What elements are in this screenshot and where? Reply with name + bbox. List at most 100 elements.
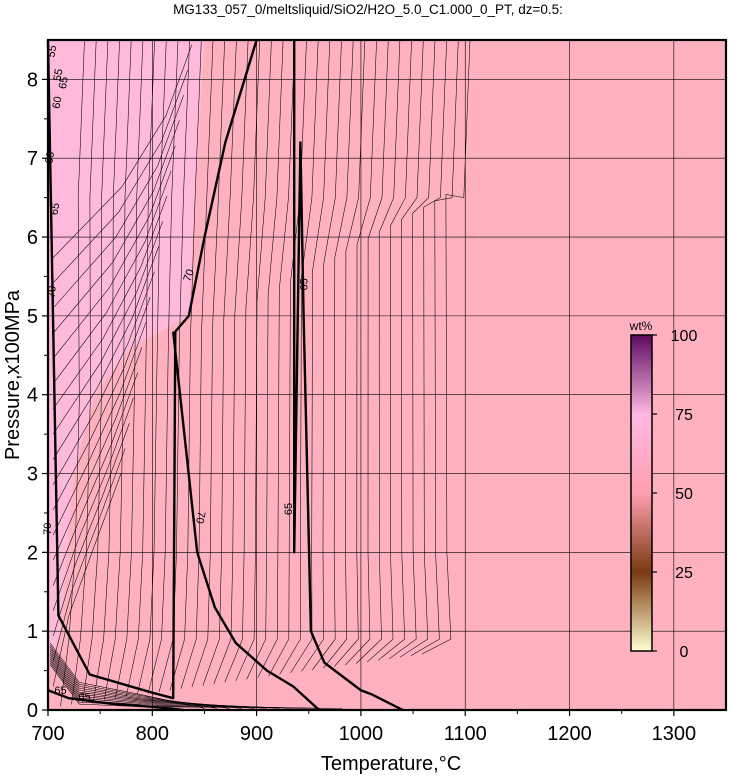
minor-contour-line bbox=[125, 39, 155, 697]
x-axis: 700 800 900 1000 1100 1200 1300 bbox=[31, 710, 696, 745]
x-tick-label: 800 bbox=[136, 723, 169, 745]
minor-contour-line bbox=[49, 664, 343, 709]
minor-contour-line bbox=[410, 39, 459, 656]
y-tick-label: 8 bbox=[27, 69, 38, 91]
colorbar-gradient bbox=[630, 334, 653, 652]
minor-contour-line bbox=[147, 39, 179, 694]
minor-contour-line bbox=[334, 39, 377, 667]
minor-contour-line bbox=[367, 39, 412, 663]
low-temperature-field bbox=[48, 40, 205, 671]
y-axis-label: Pressure,x100MPa bbox=[2, 289, 24, 460]
minor-contour-line bbox=[202, 39, 237, 686]
y-tick-label: 7 bbox=[27, 148, 38, 170]
minor-contour-line bbox=[246, 39, 284, 680]
minor-contour-line bbox=[52, 246, 159, 460]
minor-contour-line bbox=[213, 39, 249, 685]
minor-contour-line bbox=[52, 423, 130, 636]
minor-contour-line bbox=[52, 322, 147, 536]
minor-contour-line bbox=[115, 39, 144, 699]
minor-contour-line bbox=[52, 271, 155, 485]
minor-contour-line bbox=[49, 658, 305, 709]
contour-label: 65 bbox=[283, 503, 295, 515]
minor-contour-line bbox=[52, 347, 143, 561]
minor-contour-line bbox=[345, 39, 389, 666]
minor-contour-line bbox=[52, 95, 184, 309]
major-contours bbox=[46, 39, 404, 712]
minor-contour-line bbox=[158, 39, 190, 692]
minor-contour-line bbox=[60, 39, 85, 707]
colorbar-tick-label: 100 bbox=[671, 328, 698, 345]
colorbar-tick-label: 75 bbox=[675, 407, 693, 424]
y-tick-label: 0 bbox=[27, 700, 38, 722]
plot-frame bbox=[46, 38, 728, 712]
major-contour-65 bbox=[293, 40, 404, 712]
chart-title: MG133_057_0/meltsliquid/SiO2/H2O_5.0_C1.… bbox=[173, 2, 563, 17]
minor-contour-line bbox=[257, 39, 296, 678]
minor-contour-line bbox=[323, 39, 366, 669]
colorbar-tick-label: 50 bbox=[675, 486, 693, 503]
minor-contour-line bbox=[52, 221, 163, 435]
colorbar-tick-label: 0 bbox=[680, 644, 689, 661]
minor-contour-line bbox=[52, 145, 176, 359]
minor-contour-line bbox=[136, 39, 167, 696]
minor-contour-line bbox=[312, 39, 354, 670]
x-tick-label: 1100 bbox=[444, 723, 487, 745]
major-contour-65 bbox=[47, 689, 184, 712]
colorbar-label: wt% bbox=[629, 319, 653, 333]
contour-label: 65 bbox=[54, 685, 66, 697]
minor-contour-line bbox=[235, 39, 272, 681]
x-tick-label: 1200 bbox=[547, 723, 592, 745]
minor-contour-line bbox=[104, 39, 132, 700]
y-axis: 0 1 2 3 4 5 6 7 8 bbox=[27, 69, 48, 722]
contour-label: 70 bbox=[193, 510, 207, 524]
minor-contour-line bbox=[71, 39, 97, 705]
minor-contour-line bbox=[49, 656, 293, 709]
minor-contour-line bbox=[52, 120, 180, 334]
minor-contour-line bbox=[279, 39, 319, 675]
y-tick-label: 1 bbox=[27, 621, 38, 643]
colorbar-tick-label: 25 bbox=[675, 565, 693, 582]
minor-contour-line bbox=[290, 39, 331, 674]
minor-contour-line bbox=[53, 44, 193, 258]
minor-contour-line bbox=[52, 397, 134, 611]
minor-contour-line bbox=[52, 170, 172, 384]
minor-contour-line bbox=[52, 69, 189, 283]
contour-label: 55 bbox=[52, 68, 66, 82]
major-contour-70 bbox=[46, 39, 258, 700]
major-contour-70 bbox=[172, 331, 321, 711]
x-tick-label: 1000 bbox=[339, 723, 384, 745]
y-tick-label: 5 bbox=[27, 306, 38, 328]
colorbar-ticks: 0 25 50 75 100 bbox=[652, 328, 697, 661]
contour-label: 60 bbox=[43, 151, 57, 165]
x-tick-label: 1300 bbox=[652, 723, 697, 745]
minor-contour-line bbox=[52, 473, 122, 687]
minor-contour-line bbox=[180, 39, 214, 689]
minor-contour-line bbox=[52, 296, 151, 510]
x-axis-label: Temperature,°C bbox=[321, 753, 461, 775]
colorbar: wt% 0 25 50 75 100 bbox=[629, 319, 698, 661]
minor-contour-line bbox=[399, 39, 447, 658]
minor-contour-line bbox=[301, 39, 342, 672]
minor-contour-line bbox=[356, 39, 401, 664]
x-tick-label: 900 bbox=[240, 723, 273, 745]
minor-contour-line bbox=[52, 196, 168, 410]
minor-contour-line bbox=[169, 39, 202, 691]
minor-contour-line bbox=[421, 39, 471, 655]
y-tick-label: 4 bbox=[27, 385, 38, 407]
contour-label: 60 bbox=[51, 95, 65, 109]
minor-contour-line bbox=[52, 372, 138, 586]
minor-contour-line bbox=[49, 660, 318, 709]
minor-contour-line bbox=[377, 39, 424, 661]
contour-label: 65 bbox=[78, 692, 90, 704]
minor-contour-line bbox=[93, 39, 120, 702]
y-tick-label: 2 bbox=[27, 542, 38, 564]
minor-contours bbox=[49, 39, 471, 709]
x-tick-label: 700 bbox=[31, 723, 64, 745]
contour-label: 65 bbox=[49, 202, 63, 216]
minor-contour-line bbox=[49, 654, 280, 709]
contour-label: 65 bbox=[57, 76, 71, 90]
minor-contour-line bbox=[388, 39, 436, 660]
y-tick-label: 6 bbox=[27, 227, 38, 249]
